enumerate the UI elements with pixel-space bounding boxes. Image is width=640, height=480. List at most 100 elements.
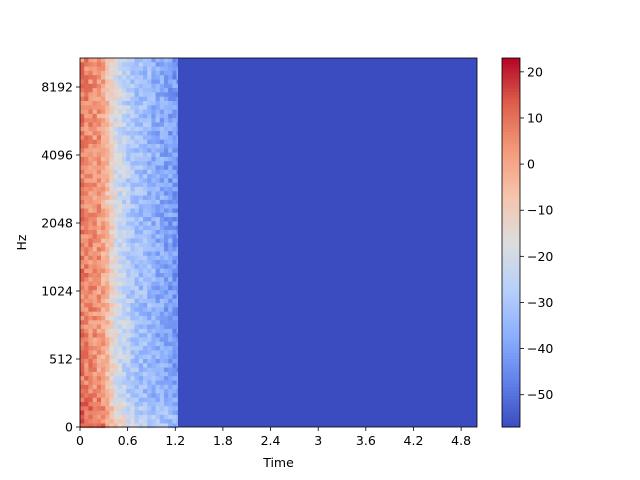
heatmap-cell [113, 105, 119, 110]
heatmap-cell [143, 217, 148, 222]
heatmap-cell [164, 285, 169, 291]
heatmap-cell [113, 247, 119, 252]
heatmap-cell [109, 178, 114, 183]
colorbar-segment [502, 260, 520, 265]
heatmap-cell [92, 217, 98, 222]
heatmap-cell [130, 419, 135, 424]
heatmap-cell [172, 152, 177, 158]
heatmap-cell [155, 255, 161, 261]
heatmap-cell [109, 324, 114, 330]
heatmap-cell [92, 320, 98, 325]
heatmap-cell [151, 79, 156, 85]
heatmap-cell [105, 174, 110, 179]
heatmap-cell [164, 118, 169, 123]
heatmap-cell [80, 273, 85, 278]
heatmap-cell [172, 75, 177, 80]
heatmap-cell [117, 70, 123, 76]
heatmap-cell [138, 393, 144, 398]
heatmap-cell [113, 66, 119, 72]
heatmap-cell [143, 144, 148, 149]
heatmap-cell [80, 255, 85, 261]
heatmap-cell [122, 389, 127, 394]
heatmap-cell [84, 402, 89, 407]
heatmap-cell [109, 234, 114, 239]
heatmap-cell [88, 341, 93, 347]
heatmap-cell [92, 311, 98, 317]
heatmap-cell [138, 191, 144, 196]
heatmap-cell [105, 419, 110, 424]
heatmap-cell [80, 131, 85, 136]
heatmap-cell [143, 255, 148, 261]
heatmap-cell [101, 333, 106, 338]
heatmap-cell [96, 208, 102, 214]
heatmap-cell [143, 277, 148, 282]
heatmap-cell [113, 316, 119, 321]
heatmap-cell [159, 70, 165, 76]
heatmap-cell [172, 393, 177, 398]
heatmap-cell [96, 238, 102, 244]
heatmap-cell [113, 303, 119, 308]
heatmap-cell [138, 264, 144, 269]
heatmap-cell [80, 122, 85, 128]
heatmap-cell [172, 380, 177, 386]
heatmap-cell [122, 303, 127, 308]
heatmap-cell [113, 148, 119, 153]
heatmap-cell [155, 66, 161, 72]
heatmap-cell [122, 251, 127, 257]
heatmap-cell [151, 83, 156, 89]
heatmap-cell [168, 96, 173, 102]
heatmap-cell [80, 307, 85, 312]
heatmap-cell [92, 367, 98, 373]
heatmap-cell [96, 70, 102, 76]
heatmap-cell [113, 402, 119, 407]
heatmap-cell [109, 174, 114, 179]
heatmap-cell [84, 195, 89, 201]
heatmap-cell [109, 83, 114, 89]
heatmap-cell [168, 260, 173, 265]
heatmap-cell [80, 204, 85, 209]
heatmap-cell [113, 195, 119, 201]
heatmap-cell [126, 156, 131, 162]
heatmap-cell [101, 208, 106, 214]
heatmap-cell [80, 212, 85, 218]
heatmap-cell [138, 337, 144, 343]
heatmap-cell [109, 290, 114, 295]
heatmap-cell [96, 307, 102, 312]
heatmap-cell [117, 341, 123, 347]
heatmap-cell [92, 169, 98, 175]
heatmap-cell [88, 126, 93, 132]
heatmap-cell [134, 191, 140, 196]
heatmap-cell [143, 178, 148, 183]
heatmap-cell [151, 113, 156, 119]
heatmap-cell [92, 152, 98, 158]
colorbar-segment [502, 248, 520, 253]
heatmap-cell [109, 199, 114, 205]
heatmap-cell [122, 83, 127, 89]
heatmap-cell [176, 70, 178, 76]
heatmap-cell [126, 307, 131, 312]
heatmap-cell [84, 359, 89, 364]
colorbar-segment [502, 325, 520, 330]
heatmap-cell [88, 242, 93, 248]
heatmap-cell [113, 333, 119, 338]
heatmap-cell [105, 316, 110, 321]
heatmap-cell [105, 182, 110, 188]
heatmap-cell [159, 75, 165, 80]
heatmap-cell [96, 135, 102, 140]
heatmap-cell [122, 109, 127, 115]
heatmap-cell [80, 397, 85, 403]
heatmap-cell [151, 191, 156, 196]
heatmap-cell [92, 359, 98, 364]
y-tick-label: 2048 [41, 216, 73, 231]
heatmap-cell [151, 389, 156, 394]
heatmap-cell [96, 187, 102, 192]
heatmap-cell [164, 406, 169, 411]
heatmap-cell [134, 182, 140, 188]
heatmap-cell [96, 350, 102, 355]
heatmap-cell [105, 225, 110, 231]
colorbar-segment [502, 141, 520, 145]
heatmap-cell [126, 363, 131, 368]
colorbar-segment [502, 150, 520, 154]
heatmap-cell [84, 324, 89, 330]
heatmap-cell [88, 221, 93, 226]
